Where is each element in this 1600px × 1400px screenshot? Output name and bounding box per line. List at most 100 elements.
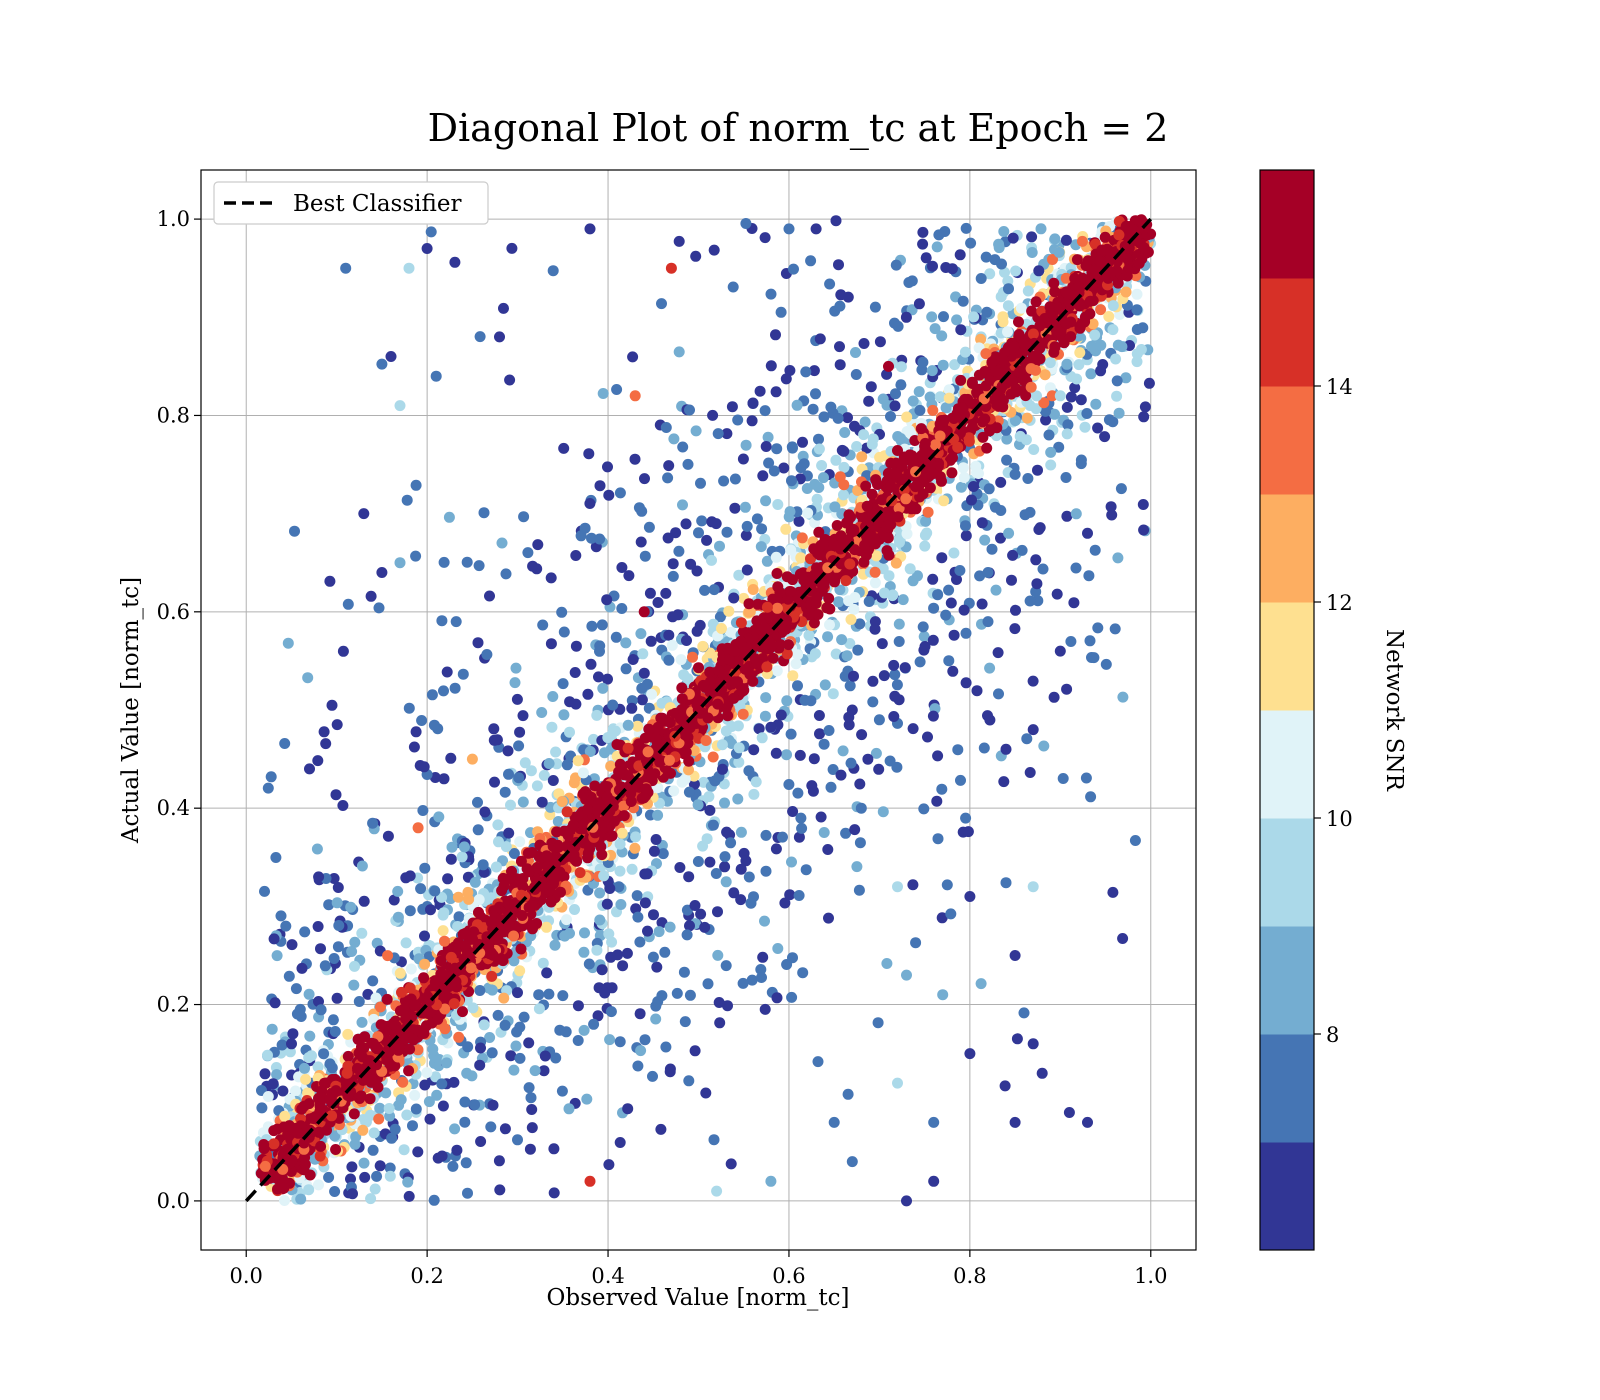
scatter-point [981,306,993,318]
scatter-point [1105,501,1117,513]
scatter-point [394,967,406,979]
scatter-point [663,629,675,641]
scatter-point [505,799,516,811]
scatter-point [477,859,489,871]
scatter-point [633,502,645,514]
scatter-point [445,752,457,764]
scatter-point [955,774,966,786]
scatter-point [398,1144,410,1156]
scatter-point [943,392,955,404]
scatter-point [489,776,500,788]
scatter-point [819,679,831,691]
scatter-point [683,764,694,776]
scatter-point [656,990,668,1002]
scatter-point [833,596,845,608]
scatter-point [975,978,987,990]
scatter-point [812,1056,824,1068]
scatter-point [765,360,777,372]
scatter-point [945,908,957,920]
scatter-point [770,747,782,759]
scatter-point [547,691,559,702]
scatter-point [748,744,760,756]
scatter-point [770,329,781,341]
scatter-point [699,584,711,596]
scatter-point [1099,431,1111,443]
scatter-point [714,540,725,552]
scatter-point [735,826,747,838]
scatter-point [318,1048,330,1060]
scatter-point [602,461,613,473]
scatter-point [564,696,576,708]
scatter-point [936,330,948,342]
scatter-point [614,865,626,877]
scatter-point [536,707,548,718]
scatter-point [869,623,881,635]
scatter-point [337,800,349,811]
scatter-point [1021,733,1033,745]
scatter-point [779,897,791,909]
scatter-point [1084,635,1096,647]
scatter-point [452,891,464,903]
scatter-point [962,826,974,838]
scatter-point [319,960,331,972]
scatter-point [927,404,939,416]
scatter-point [346,1161,358,1173]
scatter-point [725,1158,737,1170]
scatter-point [695,477,706,489]
scatter-point [259,1068,271,1080]
scatter-point [874,336,886,348]
scatter-point [1107,886,1119,898]
scatter-point [904,425,915,437]
scatter-point [1109,623,1121,635]
scatter-point [1131,288,1143,300]
scatter-point [679,1016,691,1028]
scatter-point [514,1052,526,1064]
scatter-point [743,606,755,618]
scatter-point [367,975,379,987]
scatter-point [787,670,799,682]
scatter-point [770,386,782,398]
scatter-point [797,967,809,979]
scatter-point [888,659,900,671]
scatter-point [637,648,649,660]
scatter-point [591,709,603,721]
scatter-point [760,865,772,877]
scatter-point [356,927,368,939]
scatter-point [760,441,772,452]
scatter-point [605,1006,617,1018]
scatter-point [597,682,609,694]
scatter-point [673,346,685,358]
scatter-point [1047,254,1058,265]
scatter-point [376,358,388,370]
scatter-point [632,720,643,732]
scatter-point [860,480,872,492]
scatter-point [1007,232,1019,244]
scatter-point [865,381,877,393]
scatter-point [739,501,751,513]
scatter-point [683,871,695,883]
scatter-point [894,536,905,548]
scatter-point [677,499,688,511]
scatter-point [662,532,674,544]
scatter-point [550,746,562,758]
scatter-point [818,472,829,484]
scatter-point [513,740,525,752]
scatter-point [296,962,308,974]
scatter-point [757,951,769,963]
scatter-point [546,721,558,733]
scatter-point [508,955,520,967]
scatter-point [891,679,903,691]
scatter-point [1033,265,1045,277]
scatter-point [765,288,777,300]
scatter-point [1073,359,1085,371]
scatter-point [360,1116,372,1128]
scatter-point [719,851,731,863]
scatter-point [943,384,955,396]
scatter-point [858,429,870,441]
scatter-point [960,222,972,234]
scatter-point [548,1187,560,1199]
scatter-point [784,889,796,901]
scatter-point [740,855,752,867]
scatter-point [607,699,619,711]
scatter-point [1138,524,1150,536]
